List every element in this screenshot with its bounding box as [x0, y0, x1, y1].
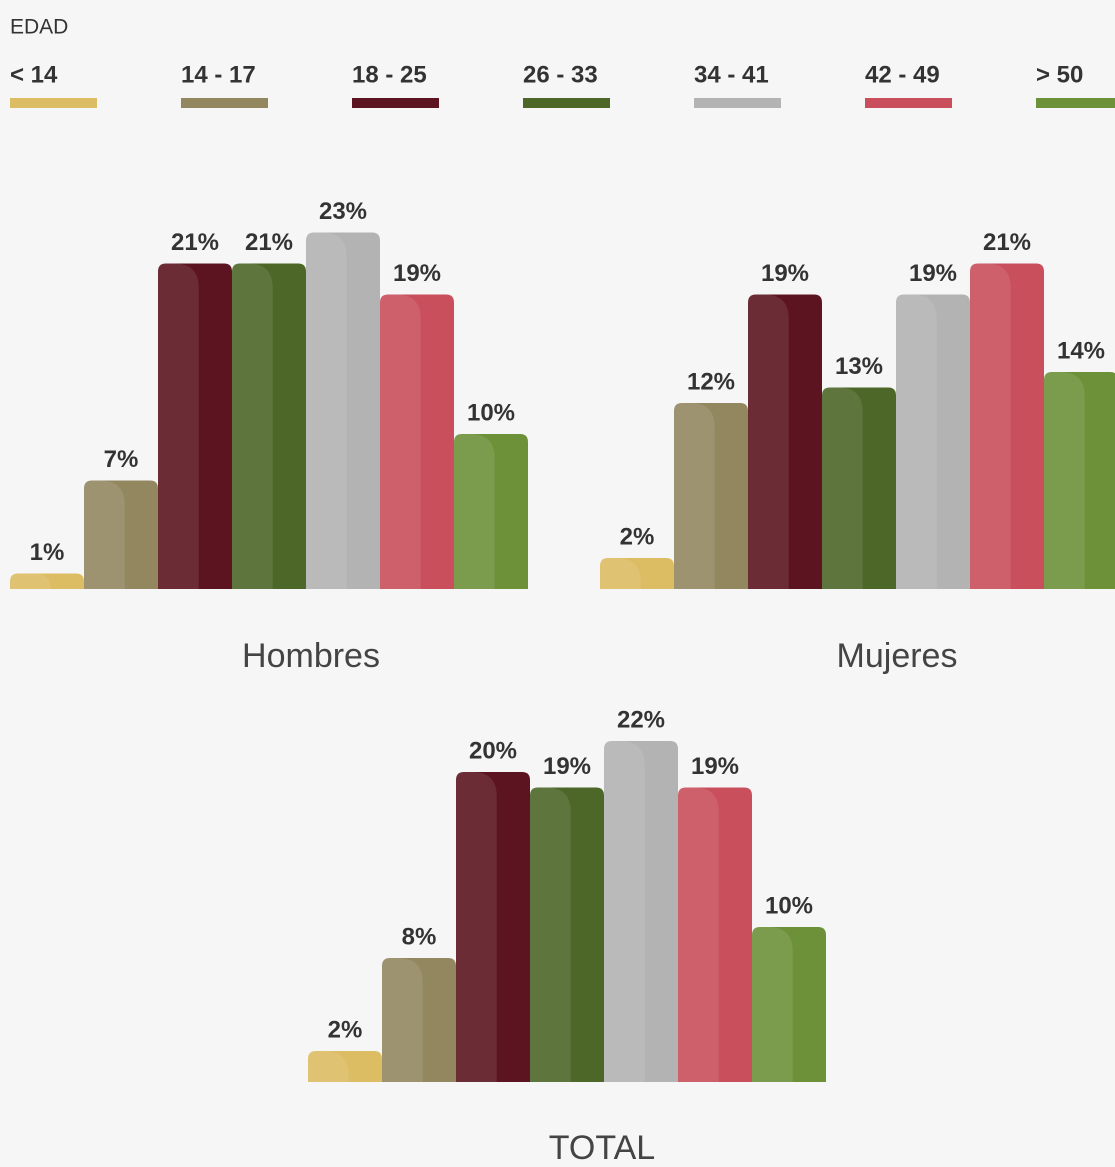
- bar-sheen: [10, 573, 51, 589]
- legend-swatch: [10, 98, 97, 108]
- legend-label: 14 - 17: [181, 61, 256, 88]
- bar-sheen: [382, 958, 423, 1082]
- legend-swatch: [181, 98, 268, 108]
- value-label: 1%: [30, 539, 65, 566]
- value-label: 19%: [691, 753, 739, 780]
- legend-label: 18 - 25: [352, 61, 427, 88]
- value-label: 22%: [617, 706, 665, 733]
- legend-label: 26 - 33: [523, 61, 598, 88]
- value-label: 19%: [909, 260, 957, 287]
- value-label: 7%: [104, 446, 139, 473]
- bar-sheen: [822, 387, 863, 589]
- value-label: 2%: [328, 1016, 363, 1043]
- bar-sheen: [380, 294, 421, 589]
- bar: [604, 741, 678, 1082]
- value-label: 10%: [467, 399, 515, 426]
- bar-sheen: [308, 1051, 349, 1082]
- bar-sheen: [600, 558, 641, 589]
- value-label: 23%: [319, 198, 367, 225]
- value-label: 21%: [171, 229, 219, 256]
- legend-label: 34 - 41: [694, 61, 769, 88]
- bar: [306, 232, 380, 589]
- bar-sheen: [678, 787, 719, 1082]
- legend-swatch: [865, 98, 952, 108]
- bar-sheen: [752, 927, 793, 1082]
- legend-label: 42 - 49: [865, 61, 940, 88]
- value-label: 19%: [543, 753, 591, 780]
- legend-label: > 50: [1036, 61, 1083, 88]
- legend-swatch: [352, 98, 439, 108]
- legend-swatch: [694, 98, 781, 108]
- bar-sheen: [604, 741, 645, 1082]
- bar: [232, 263, 306, 589]
- value-label: 2%: [620, 523, 655, 550]
- value-label: 12%: [687, 368, 735, 395]
- value-label: 19%: [393, 260, 441, 287]
- bar: [970, 263, 1044, 589]
- chart-title: Mujeres: [837, 637, 958, 675]
- bar: [84, 480, 158, 589]
- legend-title: EDAD: [10, 16, 68, 39]
- bar-sheen: [158, 263, 199, 589]
- bar-sheen: [456, 772, 497, 1082]
- bar-sheen: [674, 403, 715, 589]
- bar: [748, 294, 822, 589]
- bar: [1044, 372, 1115, 589]
- value-label: 19%: [761, 260, 809, 287]
- bar: [454, 434, 528, 589]
- bar: [308, 1051, 382, 1082]
- legend-label: < 14: [10, 61, 58, 88]
- bar: [158, 263, 232, 589]
- bar-sheen: [748, 294, 789, 589]
- value-label: 10%: [765, 892, 813, 919]
- chart-title: TOTAL: [549, 1129, 655, 1167]
- legend-swatch: [523, 98, 610, 108]
- legend-swatch: [1036, 98, 1115, 108]
- bar: [896, 294, 970, 589]
- bar-sheen: [896, 294, 937, 589]
- bar-sheen: [1044, 372, 1085, 589]
- bar-sheen: [970, 263, 1011, 589]
- bar-sheen: [454, 434, 495, 589]
- bar: [380, 294, 454, 589]
- bar-sheen: [530, 787, 571, 1082]
- value-label: 13%: [835, 353, 883, 380]
- value-label: 21%: [245, 229, 293, 256]
- bar: [456, 772, 530, 1082]
- value-label: 8%: [402, 923, 437, 950]
- bar-sheen: [84, 480, 125, 589]
- bar: [752, 927, 826, 1082]
- bar: [678, 787, 752, 1082]
- value-label: 20%: [469, 737, 517, 764]
- bar: [600, 558, 674, 589]
- bar: [674, 403, 748, 589]
- chart-title: Hombres: [242, 637, 380, 675]
- value-label: 21%: [983, 229, 1031, 256]
- bar-sheen: [306, 232, 347, 589]
- bar: [382, 958, 456, 1082]
- bar: [530, 787, 604, 1082]
- bar: [822, 387, 896, 589]
- bar: [10, 573, 84, 589]
- value-label: 14%: [1057, 337, 1105, 364]
- bar-sheen: [232, 263, 273, 589]
